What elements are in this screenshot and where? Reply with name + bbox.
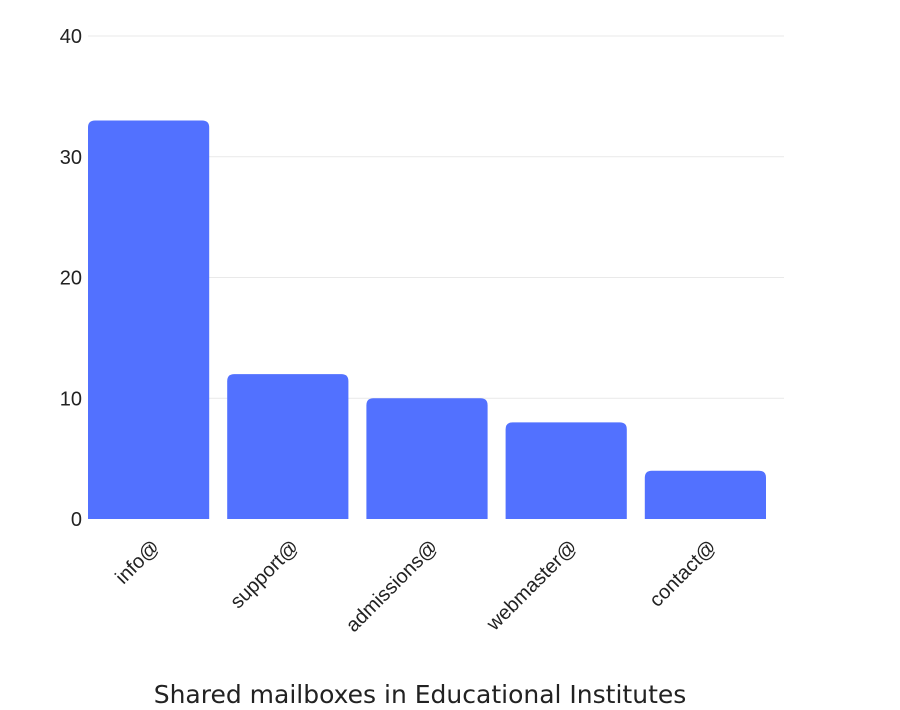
x-tick-label: info@ [111,536,164,589]
x-tick-label: admissions@ [342,536,443,637]
y-tick-label: 0 [71,509,82,531]
bar-contact [644,470,766,519]
y-tick-label: 30 [60,147,82,169]
bar-admissions [366,398,488,519]
bar-info [88,120,210,520]
y-tick-label: 20 [60,268,82,290]
x-axis-labels: info@ support@ admissions@ webmaster@ contac… [111,536,721,637]
chart-plot-area: 0 10 20 30 40 info@ support@ admissions@ webmas… [60,26,784,637]
x-tick-label: support@ [226,536,303,613]
y-axis-ticks: 0 10 20 30 40 [60,26,82,531]
bar-support [227,374,349,519]
bar-webmaster [505,422,627,519]
x-tick-label: webmaster@ [482,536,582,636]
y-tick-label: 10 [60,388,82,410]
y-tick-label: 40 [60,26,82,48]
x-tick-label: contact@ [645,536,721,612]
bars [88,120,766,520]
chart-title: Shared mailboxes in Educational Institut… [153,680,687,709]
